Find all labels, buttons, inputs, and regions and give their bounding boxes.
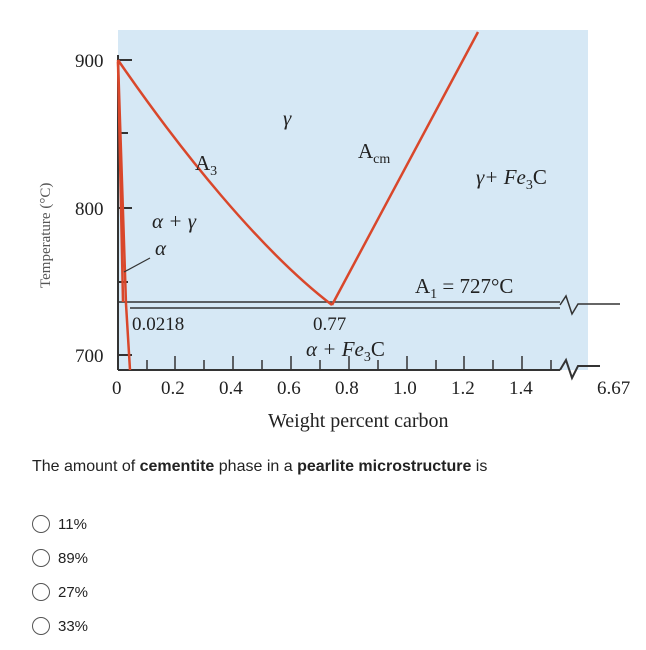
option-27-percent[interactable]: 27%: [32, 575, 88, 609]
option-label: 33%: [58, 617, 89, 635]
radio-icon[interactable]: [32, 515, 50, 533]
x-tick-0.2: 0.2: [161, 378, 185, 399]
y-tick-700: 700: [75, 346, 104, 367]
x-tick-1.4: 1.4: [509, 378, 533, 399]
option-label: 27%: [58, 583, 89, 601]
label-alpha-gamma: α + γ: [152, 209, 197, 233]
label-alpha-fe3c: α + Fe3C: [306, 337, 385, 365]
radio-icon[interactable]: [32, 617, 50, 635]
a3-line: [116, 59, 333, 306]
answer-options: 11% 89% 27% 33%: [32, 507, 88, 643]
label-0.77: 0.77: [313, 314, 346, 335]
y-tick-900: 900: [75, 51, 104, 72]
y-axis-label: Temperature (°C): [38, 183, 54, 288]
question-text: The amount of cementite phase in a pearl…: [32, 458, 488, 475]
option-33-percent[interactable]: 33%: [32, 609, 88, 643]
x-tick-0.6: 0.6: [277, 378, 301, 399]
label-alpha: α: [155, 236, 167, 260]
option-11-percent[interactable]: 11%: [32, 507, 88, 541]
x-tick-0: 0: [112, 378, 122, 399]
label-a3: A3: [195, 151, 217, 179]
label-acm: Acm: [358, 139, 390, 167]
question-bold-cementite: cementite: [139, 458, 215, 475]
x-tick-6.67: 6.67: [597, 378, 630, 399]
x-tick-1.0: 1.0: [393, 378, 417, 399]
option-label: 89%: [58, 549, 89, 567]
phase-boundaries: [116, 31, 480, 371]
phase-region-fill: [118, 30, 588, 370]
radio-icon[interactable]: [32, 583, 50, 601]
radio-icon[interactable]: [32, 549, 50, 567]
x-ticks: [146, 356, 552, 370]
eutectoid-break: [559, 294, 620, 316]
y-tick-800: 800: [75, 199, 104, 220]
x-axis-break: [559, 357, 600, 381]
label-0.0218: 0.0218: [132, 314, 184, 335]
alpha-leader: [123, 257, 151, 273]
label-a1: A1 = 727°C: [415, 274, 513, 302]
acm-line: [330, 31, 480, 306]
phase-diagram: 900 800 700 0 0.2 0.4 0.6 0.8 1.0 1.2 1.…: [38, 30, 630, 432]
question-bold-pearlite: pearlite microstructure: [297, 458, 472, 475]
option-label: 11%: [58, 515, 87, 533]
label-gamma: γ: [283, 106, 292, 130]
x-tick-0.8: 0.8: [335, 378, 359, 399]
x-tick-1.2: 1.2: [451, 378, 475, 399]
alpha-gamma-left: [116, 61, 125, 303]
option-89-percent[interactable]: 89%: [32, 541, 88, 575]
label-gamma-fe3c: γ+ Fe3C: [476, 165, 547, 193]
x-axis-label: Weight percent carbon: [268, 410, 449, 432]
x-tick-0.4: 0.4: [219, 378, 243, 399]
